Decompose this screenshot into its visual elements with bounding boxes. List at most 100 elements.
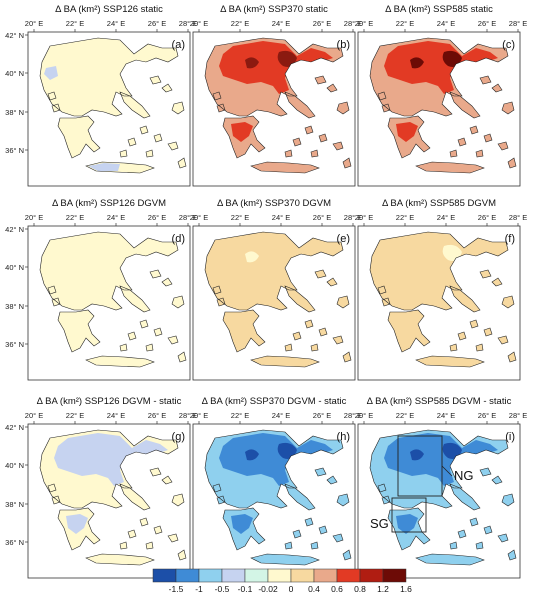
lon-tick-label: 28° E: [509, 213, 527, 222]
land-shape: [508, 158, 516, 168]
lon-tick-label: 26° E: [148, 213, 166, 222]
lon-tick-label: 26° E: [148, 411, 166, 420]
land-shape: [162, 278, 172, 286]
coast-outline: [145, 343, 154, 352]
coast-outline: [342, 157, 352, 169]
coast-outline: [161, 475, 173, 485]
coast-outline: [415, 161, 485, 174]
panel-label: (b): [337, 39, 350, 51]
land-shape: [319, 134, 327, 142]
land-shape: [285, 286, 315, 312]
panel-label: (f): [505, 233, 515, 245]
coast-outline: [51, 103, 61, 113]
land-shape: [502, 296, 514, 308]
coast-outline: [284, 343, 293, 352]
panel-title: Δ BA (km²) SSP585 DGVM - static: [367, 396, 512, 407]
coast-outline: [491, 83, 503, 93]
coast-outline: [85, 553, 155, 566]
colorbar-segment: [336, 568, 361, 583]
land-shape: [476, 344, 483, 351]
coast-outline: [342, 351, 352, 363]
land-shape: [327, 278, 337, 286]
coastline: [39, 231, 187, 368]
land-shape: [508, 550, 516, 560]
coast-outline: [39, 429, 179, 509]
coast-outline: [318, 525, 328, 535]
coast-outline: [457, 529, 467, 539]
lon-tick-label: 24° E: [272, 411, 290, 420]
coast-outline: [449, 541, 458, 550]
coast-outline: [449, 285, 481, 313]
coast-outline: [332, 335, 344, 345]
map-panel-a: Δ BA (km²) SSP126 static 20° E 22° E 24° E 2…: [5, 4, 197, 187]
colorbar-label: -1.5: [169, 584, 184, 594]
coast-outline: [457, 137, 467, 147]
panel-label: (i): [505, 431, 515, 443]
coast-outline: [310, 541, 319, 550]
map-panel-b: Δ BA (km²) SSP370 static 20° E 22° E 24° E 2…: [190, 4, 362, 187]
coast-outline: [377, 91, 387, 101]
lat-tick-label: 40° N: [5, 69, 24, 78]
land-shape: [484, 134, 492, 142]
lon-tick-label: 26° E: [478, 411, 496, 420]
coast-outline: [475, 149, 484, 158]
coast-outline: [171, 101, 185, 115]
coast-outline: [39, 231, 179, 311]
coast-outline: [250, 161, 320, 174]
land-shape: [285, 344, 292, 351]
coast-outline: [314, 269, 327, 279]
land-shape: [205, 232, 343, 310]
coast-outline: [292, 529, 302, 539]
lat-tick-label: 40° N: [5, 461, 24, 470]
land-shape: [416, 162, 484, 173]
coast-outline: [153, 525, 163, 535]
land-shape: [458, 138, 466, 146]
land-shape: [293, 138, 301, 146]
coast-outline: [497, 533, 509, 543]
land-shape: [213, 92, 221, 100]
land-shape: [285, 484, 315, 510]
land-shape: [52, 298, 60, 306]
coastline: [39, 37, 187, 174]
coast-outline: [310, 149, 319, 158]
coast-outline: [204, 231, 344, 311]
lon-tick-label: 26° E: [478, 19, 496, 28]
land-shape: [311, 542, 318, 549]
land-shape: [285, 542, 292, 549]
colorbar-label: -0.1: [238, 584, 253, 594]
coast-outline: [449, 343, 458, 352]
lon-tick-label: 24° E: [437, 19, 455, 28]
coast-outline: [212, 483, 222, 493]
coast-outline: [304, 125, 314, 135]
coast-outline: [216, 495, 226, 505]
land-shape: [476, 542, 483, 549]
coastline: [369, 231, 517, 368]
coast-outline: [284, 483, 316, 511]
land-shape: [178, 352, 186, 362]
lon-tick-label: 28° E: [509, 411, 527, 420]
lon-tick-label: 24° E: [107, 213, 125, 222]
coast-outline: [381, 297, 391, 307]
panel-label: (g): [172, 431, 185, 443]
coast-outline: [284, 91, 316, 119]
lon-tick-label: 22° E: [231, 19, 249, 28]
region-box-sg: [391, 497, 427, 533]
coast-outline: [204, 429, 344, 509]
land-shape: [168, 534, 178, 542]
land-shape: [343, 352, 351, 362]
lon-tick-label: 20° E: [25, 213, 43, 222]
lon-tick-label: 28° E: [344, 213, 362, 222]
coast-outline: [167, 533, 179, 543]
coast-outline: [85, 355, 155, 368]
land-shape: [378, 286, 386, 294]
coast-outline: [332, 533, 344, 543]
lon-tick-label: 22° E: [231, 213, 249, 222]
land-shape: [120, 92, 150, 118]
panel-title: Δ BA (km²) SSP126 DGVM: [52, 198, 166, 209]
coast-outline: [161, 277, 173, 287]
land-shape: [370, 232, 508, 310]
coast-outline: [119, 343, 128, 352]
colorbar-label: -1: [195, 584, 203, 594]
lon-tick-label: 22° E: [231, 411, 249, 420]
